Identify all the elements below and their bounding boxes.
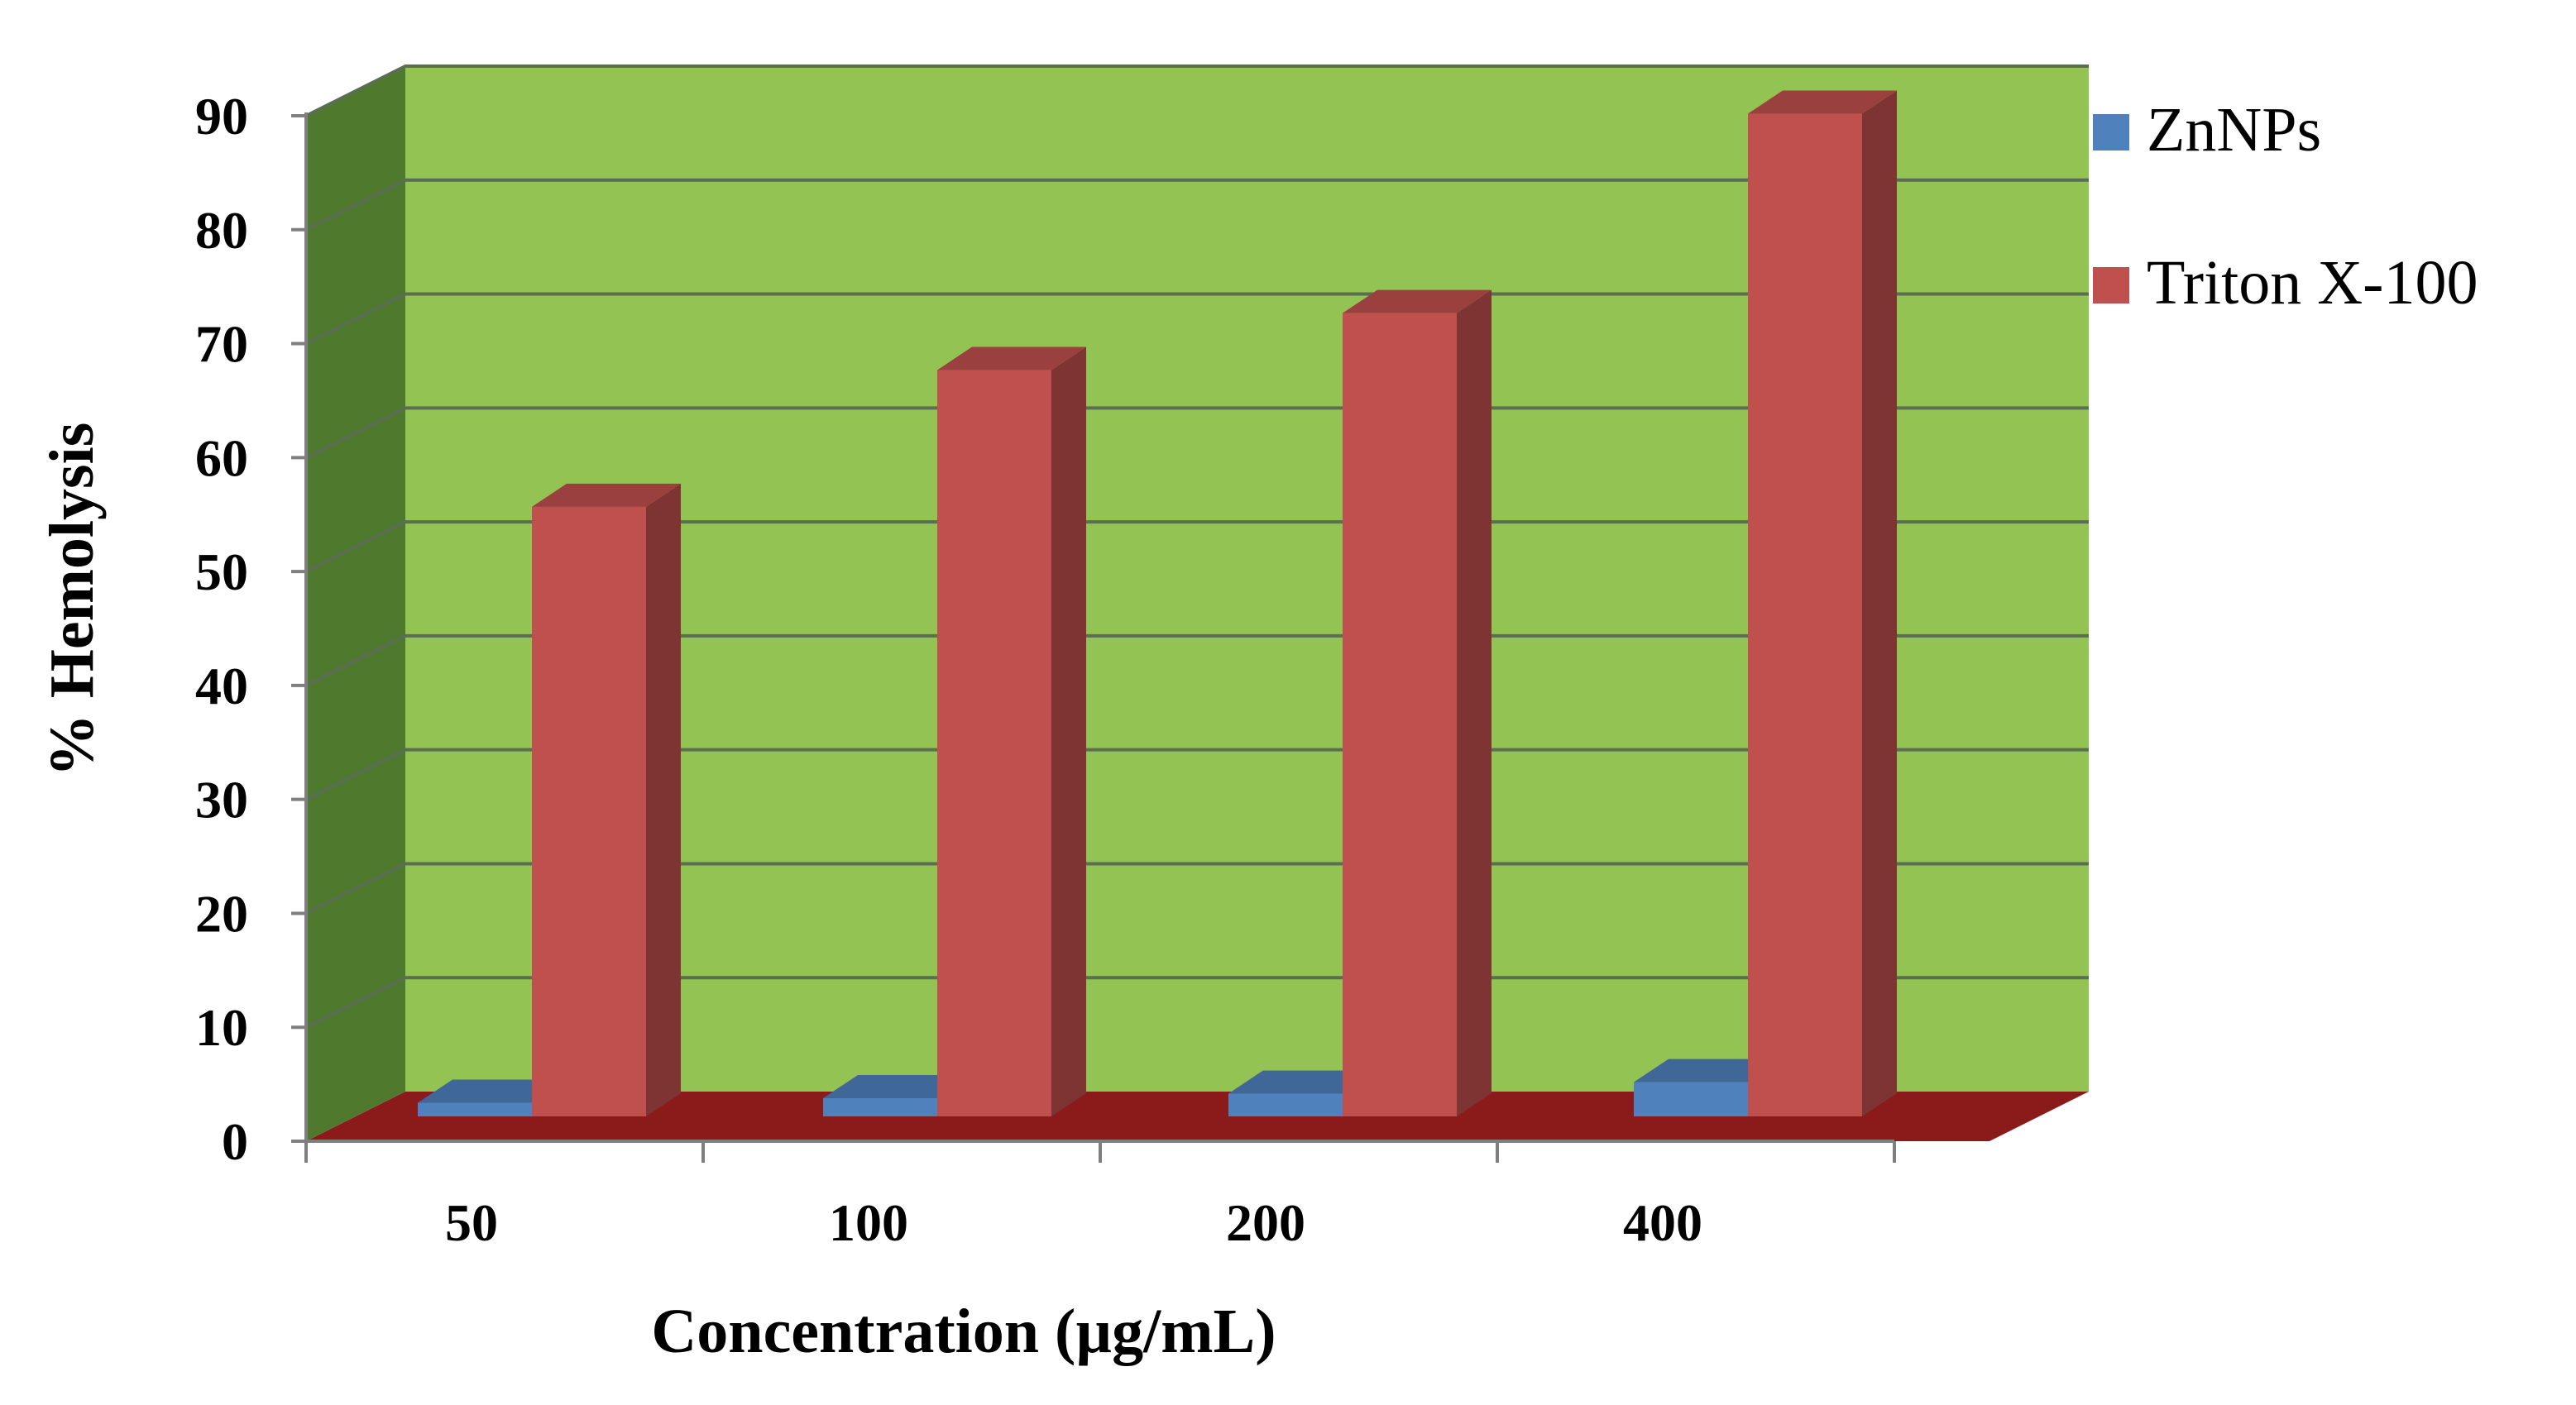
bar-triton-50-top [532, 483, 681, 507]
gridline [305, 65, 2089, 117]
bar-triton-50-front [532, 506, 646, 1116]
bar-triton-100 [937, 346, 1086, 1116]
bar-znnps-200-front [1228, 1093, 1343, 1116]
bar-znnps-50-front [418, 1102, 532, 1116]
bar-triton-100-top [937, 346, 1086, 370]
y-axis-title: % Hemolysis [37, 423, 107, 777]
bar-triton-400-top [1748, 90, 1897, 114]
y-tick-label: 30 [195, 771, 248, 829]
bar-znnps-400-top [1634, 1059, 1783, 1082]
x-tick-label: 50 [445, 1193, 498, 1252]
bar-znnps-100-top [823, 1074, 972, 1098]
gridline [305, 748, 2089, 801]
y-tick-label: 70 [195, 315, 248, 374]
bar-triton-200-top [1343, 289, 1491, 313]
y-tick-labels: 0 10 20 30 40 50 60 70 80 90 [195, 87, 248, 1171]
legend: ZnNPs Triton X-100 [2093, 95, 2478, 318]
bar-triton-200-side [1457, 289, 1491, 1117]
bar-triton-400-side [1862, 90, 1897, 1117]
y-tick-label: 90 [195, 87, 248, 146]
bar-triton-50-side [646, 483, 681, 1116]
y-tick-label: 80 [195, 201, 248, 260]
gridline [305, 178, 2089, 232]
side-wall [306, 66, 405, 1141]
legend-swatch [2093, 267, 2129, 303]
gridline [305, 292, 2089, 346]
bar-triton-200 [1343, 289, 1491, 1117]
gridline [305, 633, 2089, 687]
bar-triton-50 [532, 483, 681, 1116]
bar-znnps-400-front [1634, 1082, 1748, 1116]
gridline [305, 520, 2089, 573]
gridline [305, 976, 2089, 1030]
y-tick-label: 20 [195, 884, 248, 943]
chart-walls [306, 66, 2089, 1141]
y-tick-label: 50 [195, 542, 248, 601]
y-tick-label: 10 [195, 998, 248, 1057]
axes [291, 112, 1896, 1163]
back-wall [405, 66, 2089, 1092]
gridlines [305, 65, 2089, 1030]
legend-swatch [2093, 114, 2129, 151]
bar-znnps-200-top [1228, 1070, 1377, 1094]
y-tick-label: 60 [195, 428, 248, 487]
bar-znnps-100-front [823, 1097, 937, 1116]
y-tick-label: 0 [222, 1112, 248, 1171]
y-tick-label: 40 [195, 657, 248, 715]
bar-triton-200-front [1343, 313, 1457, 1117]
x-tick-label: 400 [1623, 1193, 1702, 1252]
x-tick-labels: 50 100 200 400 [445, 1193, 1702, 1252]
gridline [305, 406, 2089, 460]
legend-label: Triton X-100 [2147, 248, 2478, 318]
bar-triton-400-front [1748, 113, 1862, 1117]
gridline [305, 862, 2089, 915]
x-tick-label: 100 [829, 1193, 908, 1252]
bar-triton-100-front [937, 370, 1051, 1116]
bar-znnps-50-top [418, 1079, 567, 1103]
bar-triton-100-side [1051, 346, 1086, 1116]
bars [418, 90, 1897, 1117]
x-tick-label: 200 [1226, 1193, 1305, 1252]
bar-triton-400 [1748, 90, 1897, 1117]
x-axis-title: Concentration (µg/mL) [651, 1297, 1276, 1366]
legend-label: ZnNPs [2147, 95, 2321, 165]
